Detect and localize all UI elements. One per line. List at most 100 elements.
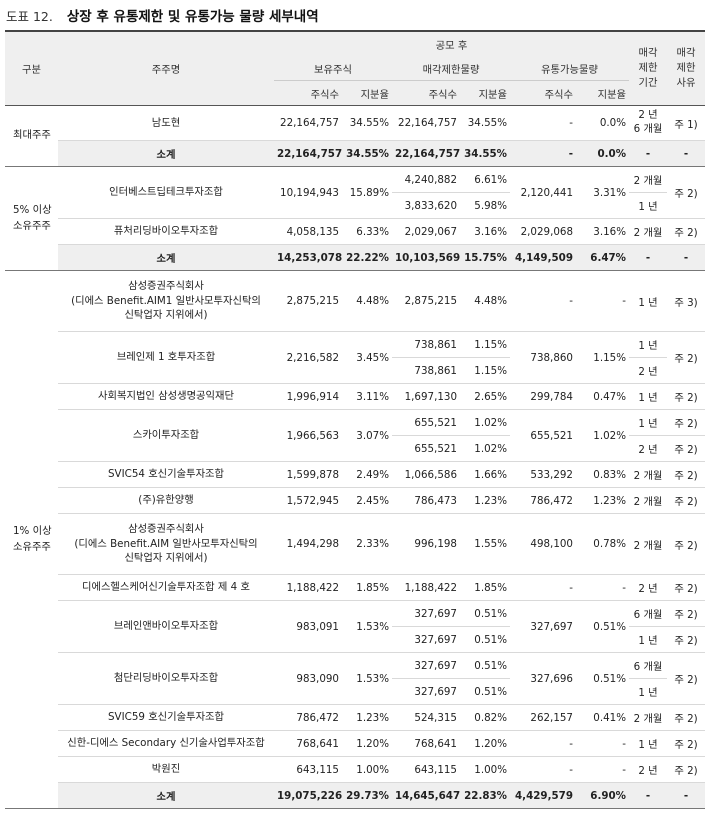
header-tradable: 유통가능물량: [510, 56, 630, 81]
hold-shares: 786,472: [274, 704, 342, 731]
subtotal-label: 소계: [58, 782, 274, 809]
holder-name: 남도현: [58, 105, 274, 141]
lockup-period: -: [629, 140, 668, 167]
lockup-reason: -: [667, 140, 706, 167]
hold-ratio: 29.73%: [342, 782, 392, 809]
lockup-reason: 주 2): [667, 704, 706, 731]
res-ratio: 1.55%: [460, 513, 510, 575]
table-row: 브레인앤바이오투자조합 983,091 1.53% 327,697 0.51% …: [5, 600, 706, 653]
res-shares: 14,645,647: [392, 782, 460, 809]
lockup-reason: 주 2): [667, 331, 706, 384]
table-row: 3,833,620 5.98% 1 년: [5, 192, 705, 219]
group-cell: 최대주주: [5, 105, 58, 167]
res-ratio: 2.65%: [460, 383, 510, 410]
res-shares: 327,697: [392, 600, 460, 627]
table-row: 327,697 0.51% 1 년: [5, 678, 705, 705]
trd-shares: 262,157: [510, 704, 576, 731]
lockup-period: 2 년: [629, 756, 668, 783]
table-row: 738,861 1.15% 2 년: [5, 357, 705, 384]
figure-number: 도표 12.: [6, 8, 53, 24]
res-shares: 655,521: [392, 409, 460, 436]
res-ratio: 0.51%: [460, 626, 510, 653]
res-shares: 4,240,882: [392, 166, 460, 193]
hold-ratio: 2.49%: [342, 461, 392, 488]
holder-name: 인터베스트딥테크투자조합: [58, 166, 274, 219]
res-shares: 327,697: [392, 626, 460, 653]
table-row: SVIC59 호신기술투자조합 786,472 1.23% 524,315 0.…: [5, 704, 706, 731]
hold-shares: 19,075,226: [274, 782, 342, 809]
hold-shares: 14,253,078: [274, 244, 342, 271]
res-ratio: 3.16%: [460, 218, 510, 245]
hold-ratio: 2.45%: [342, 487, 392, 514]
res-ratio: 0.51%: [460, 652, 510, 679]
lockup-reason: 주 3): [667, 270, 706, 332]
figure-title: 상장 후 유통제한 및 유통가능 물량 세부내역: [66, 9, 319, 25]
holder-name: 브레인제 1 호투자조합: [58, 331, 274, 384]
trd-ratio: -: [576, 756, 630, 783]
hold-shares: 768,641: [274, 730, 342, 757]
lockup-reason: 주 2): [667, 513, 706, 575]
lockup-reason: 주 2): [667, 383, 706, 410]
hold-shares: 2,875,215: [274, 270, 342, 332]
holder-name: (주)유한양행: [58, 487, 274, 514]
hold-ratio: 34.55%: [342, 140, 392, 167]
lockup-reason: 주 2): [667, 756, 706, 783]
trd-shares: 655,521: [510, 409, 576, 462]
table-row: 디에스헬스케어신기술투자조합 제 4 호 1,188,422 1.85% 1,1…: [5, 574, 706, 601]
trd-shares: 2,029,068: [510, 218, 576, 245]
trd-ratio: 0.78%: [576, 513, 630, 575]
trd-ratio: 6.90%: [576, 782, 630, 809]
trd-ratio: 0.51%: [576, 600, 630, 653]
trd-shares: 2,120,441: [510, 166, 576, 219]
lockup-period: 1 년: [629, 678, 668, 705]
hold-ratio: 3.45%: [342, 331, 392, 384]
trd-ratio: 0.47%: [576, 383, 630, 410]
header-holder: 주주명: [58, 31, 274, 106]
holder-name: 신한-디에스 Secondary 신기술사업투자조합: [58, 730, 274, 757]
lockup-period: 2 년: [629, 435, 668, 462]
subtotal-label: 소계: [58, 244, 274, 271]
table-row: 최대주주 남도현 22,164,757 34.55% 22,164,757 34…: [5, 105, 706, 167]
header-lockup-period: 매각 제한 기간: [629, 31, 668, 106]
lockup-reason: 주 2): [667, 574, 706, 601]
trd-shares: 786,472: [510, 487, 576, 514]
lockup-period: 1 년: [629, 331, 668, 358]
trd-ratio: 0.51%: [576, 652, 630, 705]
hold-shares: 4,058,135: [274, 218, 342, 245]
table-row: 브레인제 1 호투자조합 2,216,582 3.45% 738,861 1.1…: [5, 331, 706, 384]
lockup-period: 2 개월: [629, 461, 668, 488]
lockup-reason: -: [667, 244, 706, 271]
res-shares: 3,833,620: [392, 192, 460, 219]
trd-shares: 327,697: [510, 600, 576, 653]
res-ratio: 1.02%: [460, 435, 510, 462]
res-shares: 996,198: [392, 513, 460, 575]
table-row: 5% 이상 소유주주 인터베스트딥테크투자조합 10,194,943 15.89…: [5, 166, 706, 271]
hold-shares: 22,164,757: [274, 105, 342, 141]
table-row: 신한-디에스 Secondary 신기술사업투자조합 768,641 1.20%…: [5, 730, 706, 757]
res-ratio: 1.00%: [460, 756, 510, 783]
res-shares: 655,521: [392, 435, 460, 462]
lockup-period: -: [629, 244, 668, 271]
lockup-reason: 주 2): [667, 487, 706, 514]
lockup-reason: 주 2): [667, 600, 706, 627]
hold-ratio: 1.23%: [342, 704, 392, 731]
header-hold-shares: 주식수: [274, 80, 342, 106]
lockup-reason: -: [667, 782, 706, 809]
table-row: 삼성증권주식회사 (디에스 Benefit.AIM 일반사모투자신탁의 신탁업자…: [5, 513, 706, 575]
header-post-ipo: 공모 후: [274, 31, 630, 56]
header-restricted: 매각제한물량: [392, 56, 510, 81]
hold-shares: 2,216,582: [274, 331, 342, 384]
res-shares: 327,697: [392, 652, 460, 679]
res-ratio: 6.61%: [460, 166, 510, 193]
lockup-reason: 주 2): [667, 435, 706, 462]
hold-ratio: 1.53%: [342, 600, 392, 653]
res-shares: 1,066,586: [392, 461, 460, 488]
table-row: 1% 이상 소유주주 삼성증권주식회사 (디에스 Benefit.AIM1 일반…: [5, 270, 706, 809]
res-shares: 2,029,067: [392, 218, 460, 245]
header-holdings: 보유주식: [274, 56, 392, 81]
res-ratio: 1.02%: [460, 409, 510, 436]
hold-shares: 983,090: [274, 652, 342, 705]
table-row: 스카이투자조합 1,966,563 3.07% 655,521 1.02% 65…: [5, 409, 706, 462]
res-shares: 22,164,757: [392, 105, 460, 141]
hold-shares: 1,188,422: [274, 574, 342, 601]
